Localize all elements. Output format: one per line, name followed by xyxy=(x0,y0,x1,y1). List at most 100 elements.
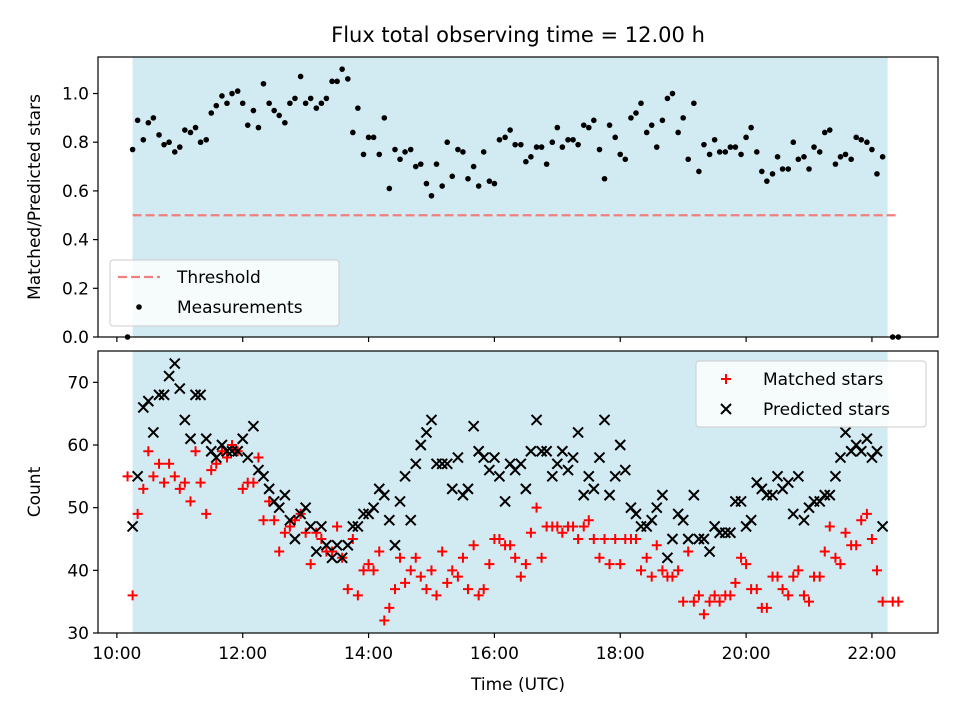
measurement-point xyxy=(821,129,828,136)
matched-marker xyxy=(641,552,652,563)
matched-marker xyxy=(704,596,715,607)
x-tick-label: 16:00 xyxy=(470,644,519,664)
predicted-marker xyxy=(158,389,170,401)
predicted-marker xyxy=(677,514,689,526)
matched-marker xyxy=(289,515,300,526)
predicted-marker xyxy=(661,552,674,564)
predicted-marker xyxy=(310,545,323,558)
predicted-marker xyxy=(357,508,370,520)
measurement-point xyxy=(439,183,445,189)
matched-marker xyxy=(332,521,343,532)
matched-marker xyxy=(347,534,358,544)
predicted-marker xyxy=(588,483,600,495)
matched-marker xyxy=(599,534,610,544)
measurement-point xyxy=(764,178,770,184)
predicted-marker xyxy=(839,426,852,439)
predicted-marker xyxy=(394,495,406,508)
measurement-point xyxy=(402,149,408,155)
matched-marker xyxy=(736,552,747,563)
measurement-point xyxy=(213,102,220,109)
matched-marker xyxy=(804,596,815,607)
y-tick-label: 1.0 xyxy=(62,85,89,105)
matched-marker xyxy=(227,440,238,450)
measurement-point xyxy=(606,122,613,128)
matched-marker xyxy=(405,565,416,576)
predicted-marker xyxy=(320,539,333,551)
matched-marker xyxy=(462,584,473,595)
measurement-point xyxy=(470,163,477,170)
predicted-marker xyxy=(499,495,511,508)
predicted-marker xyxy=(819,489,831,501)
predicted-marker xyxy=(530,414,543,426)
measurement-point xyxy=(266,100,272,107)
predicted-marker xyxy=(237,433,249,445)
matched-marker xyxy=(714,596,725,607)
predicted-marker xyxy=(603,489,616,501)
y-tick-label: 0.8 xyxy=(62,133,89,153)
x-tick-label: 14:00 xyxy=(344,644,393,664)
matched-marker xyxy=(730,577,741,588)
measurement-point xyxy=(575,141,581,148)
predicted-marker xyxy=(169,357,181,370)
measurement-point xyxy=(779,166,786,172)
y-tick-label: 0.4 xyxy=(62,231,89,251)
predicted-marker xyxy=(478,451,490,464)
matched-marker xyxy=(709,590,720,601)
measurement-point xyxy=(224,100,230,107)
predicted-marker xyxy=(551,458,564,470)
measurement-point xyxy=(659,117,666,124)
measurement-point xyxy=(664,95,671,102)
predicted-marker xyxy=(583,470,595,483)
predicted-marker xyxy=(299,501,312,514)
predicted-marker xyxy=(331,539,343,551)
predicted-marker xyxy=(389,539,401,551)
predicted-marker xyxy=(399,470,411,483)
matched-marker xyxy=(132,508,143,519)
predicted-marker xyxy=(562,464,574,476)
matched-marker xyxy=(615,559,626,570)
measurement-point xyxy=(596,146,603,153)
measurement-point xyxy=(748,124,754,131)
measurement-point xyxy=(559,144,566,150)
predicted-marker xyxy=(787,508,799,520)
measurement-point xyxy=(722,149,729,155)
predicted-marker xyxy=(436,458,448,470)
measurement-point xyxy=(622,156,629,163)
predicted-marker xyxy=(766,489,779,501)
measurement-point xyxy=(507,127,513,133)
measurement-point xyxy=(187,129,194,136)
y-tick-label: 0.6 xyxy=(62,182,89,202)
measurement-point xyxy=(533,144,540,150)
predicted-marker xyxy=(871,445,883,457)
measurement-point xyxy=(753,149,760,155)
measurement-point xyxy=(826,127,833,133)
matched-marker xyxy=(772,571,783,582)
measurement-point xyxy=(307,95,314,102)
matched-marker xyxy=(154,458,165,469)
predicted-marker xyxy=(546,470,558,483)
measurement-point xyxy=(675,129,681,136)
predicted-marker xyxy=(782,476,794,489)
matched-marker xyxy=(352,590,363,601)
measurement-point xyxy=(444,139,451,146)
predicted-marker xyxy=(483,464,496,476)
predicted-marker xyxy=(735,495,747,508)
measurement-point xyxy=(496,136,503,143)
measurement-point xyxy=(502,134,508,141)
predicted-marker xyxy=(698,533,710,545)
measurement-point xyxy=(528,154,534,160)
predicted-marker xyxy=(163,370,175,382)
predicted-marker xyxy=(876,520,889,533)
predicted-marker xyxy=(572,426,584,439)
predicted-marker xyxy=(425,414,438,426)
legend-matched-label: Matched stars xyxy=(763,370,883,390)
matched-marker xyxy=(216,446,227,457)
predicted-marker xyxy=(441,458,453,470)
matched-marker xyxy=(237,483,248,494)
predicted-marker xyxy=(342,539,354,551)
measurement-point xyxy=(628,115,634,121)
matched-marker xyxy=(169,471,180,482)
matched-marker xyxy=(573,534,584,544)
measurement-point xyxy=(842,151,849,158)
matched-marker xyxy=(484,559,495,570)
